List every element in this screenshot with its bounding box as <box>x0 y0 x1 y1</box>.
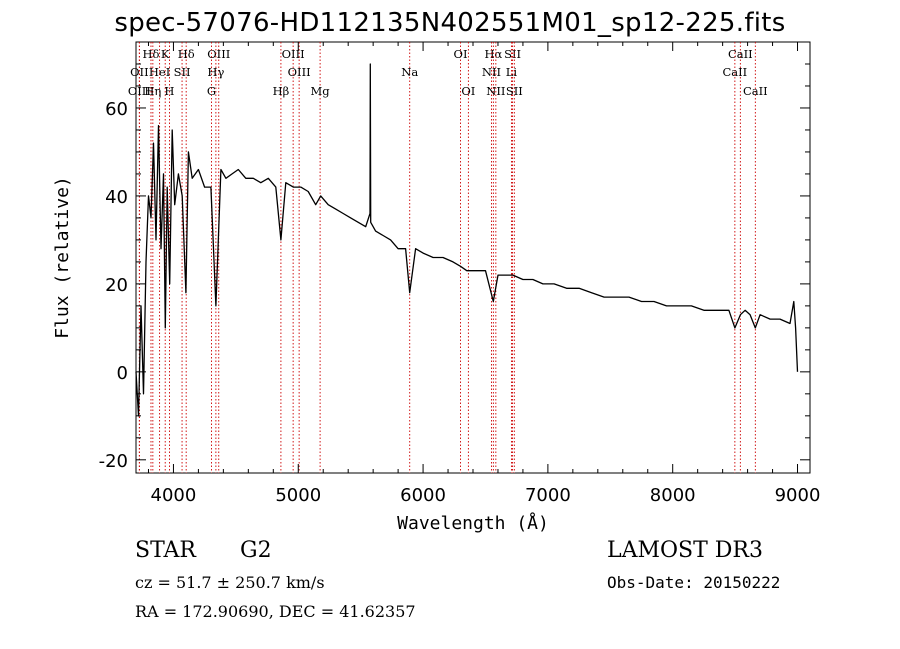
y-tick-label: 0 <box>117 363 128 384</box>
class-label: STAR <box>135 538 196 563</box>
page-title: spec-57076-HD112135N402551M01_sp12-225.f… <box>114 8 786 38</box>
spectral-line-label: CaII <box>722 65 747 79</box>
spectral-line-label: Na <box>401 65 418 79</box>
subclass-label: G2 <box>240 538 272 563</box>
spectral-line-label: SII <box>174 65 191 79</box>
spectral-line-label: Hγ <box>207 65 224 79</box>
x-tick-label: 6000 <box>400 485 446 506</box>
spectral-line-label: OIII <box>128 84 151 98</box>
y-tick-label: 60 <box>105 99 128 120</box>
spectrum-line <box>135 63 799 417</box>
spectral-line-label: G <box>207 84 216 98</box>
spectral-line-label: Hβ <box>273 84 290 98</box>
spectral-line-label: CaII <box>728 47 753 61</box>
spectral-line-label: NII <box>486 84 505 98</box>
spectral-line-label: Li <box>506 65 518 79</box>
spectral-line-label: OI <box>461 84 475 98</box>
x-tick-label: 4000 <box>151 485 197 506</box>
x-axis-label: Wavelength (Å) <box>397 512 549 534</box>
spectral-line-label: NII <box>482 65 501 79</box>
x-tick-label: 7000 <box>525 485 571 506</box>
spectral-line-label: OIII <box>288 65 311 79</box>
y-tick-label: 20 <box>105 275 128 296</box>
spectral-line-label: K <box>161 47 170 61</box>
x-tick-label: 9000 <box>775 485 821 506</box>
y-tick-label: -20 <box>99 451 128 472</box>
spectral-line-label: CaII <box>743 84 768 98</box>
spectral-line-label: Hδ <box>143 47 160 61</box>
cz-label: cz = 51.7 ± 250.7 km/s <box>135 573 325 592</box>
plot-frame <box>135 41 811 474</box>
survey-label: LAMOST DR3 <box>607 538 763 563</box>
spectral-line-label: OIII <box>282 47 305 61</box>
spectral-line-label: OI <box>454 47 468 61</box>
coords-label: RA = 172.90690, DEC = 41.62357 <box>135 602 416 621</box>
spectral-line-label: HeI <box>149 65 170 79</box>
spectral-line-label: Hα <box>484 47 502 61</box>
spectral-line-label: SII <box>504 47 521 61</box>
x-tick-label: 8000 <box>650 485 696 506</box>
spectral-line-label: SII <box>506 84 523 98</box>
obs-date-label: Obs-Date: 20150222 <box>607 573 781 592</box>
y-axis-label: Flux (relative) <box>52 176 73 339</box>
spectral-line-label: OII <box>130 65 149 79</box>
spectral-line-label: Hη <box>144 84 161 98</box>
spectral-line-label: H <box>164 84 174 98</box>
x-tick-label: 5000 <box>275 485 321 506</box>
spectral-line-label: Mg <box>311 84 331 98</box>
spectral-line-label: Hδ <box>178 47 195 61</box>
spectral-line-label: OIII <box>207 47 230 61</box>
y-tick-label: 40 <box>105 187 128 208</box>
